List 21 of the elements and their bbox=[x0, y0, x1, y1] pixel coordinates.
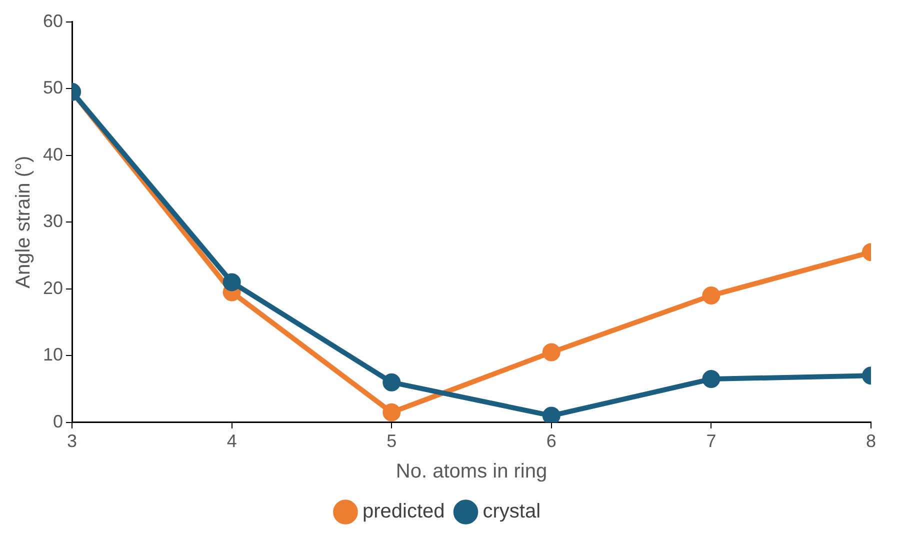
y-tick-label: 60 bbox=[42, 10, 64, 31]
x-tick-label: 7 bbox=[706, 431, 716, 452]
x-tick-label: 4 bbox=[226, 431, 237, 452]
legend-label: predicted bbox=[362, 500, 445, 523]
point bbox=[222, 273, 241, 292]
point bbox=[382, 373, 401, 392]
point bbox=[382, 403, 401, 422]
x-tick-label: 6 bbox=[546, 431, 556, 452]
y-tick-label: 20 bbox=[42, 278, 64, 298]
y-tick-label: 50 bbox=[42, 78, 64, 98]
y-tick-label: 0 bbox=[53, 411, 64, 432]
y-tick-label: 30 bbox=[42, 211, 64, 232]
x-axis-title: No. atoms in ring bbox=[396, 460, 548, 483]
x-tick-label: 8 bbox=[866, 431, 876, 452]
y-tick-label: 40 bbox=[42, 144, 64, 164]
y-tick-label: 10 bbox=[42, 344, 64, 365]
point bbox=[542, 343, 560, 362]
y-axis-title: Angle strain (°) bbox=[12, 156, 35, 288]
x-tick-label: 3 bbox=[67, 431, 78, 452]
x-tick-label: 5 bbox=[386, 431, 397, 452]
legend-label: crystal bbox=[482, 500, 541, 523]
